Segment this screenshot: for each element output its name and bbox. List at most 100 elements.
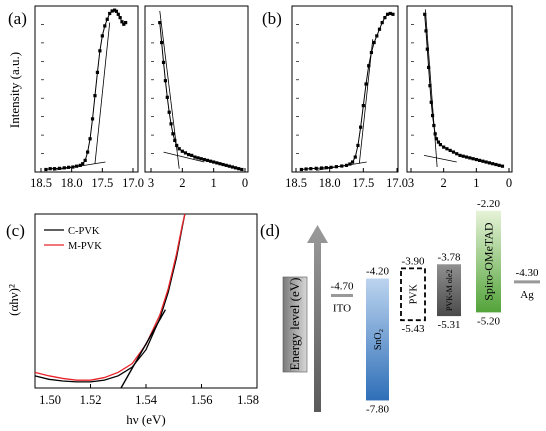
panel-b-right-point xyxy=(438,143,442,147)
panel-a-right-x-tick-label: 0 xyxy=(242,176,248,190)
panel-a-right-point xyxy=(208,159,213,163)
panel-b-left-point xyxy=(299,167,303,172)
panel-b-left-point xyxy=(388,11,392,16)
panel-b-left-point xyxy=(324,166,328,170)
panel-a-left-point xyxy=(114,9,119,13)
panel-a-left-x-tick-label: 18.5 xyxy=(30,176,52,190)
panel-b-right-point xyxy=(424,29,428,33)
panel-a-left-point xyxy=(78,163,82,167)
panel-b-left-point xyxy=(314,166,318,170)
legend-label-m-pvk: M-PVK xyxy=(68,241,102,252)
panel-a-right-point xyxy=(215,161,219,165)
panel-b-right-point xyxy=(461,154,465,158)
panel-a-left-point xyxy=(120,20,124,24)
panel-b-right-point xyxy=(468,156,472,160)
panel-a-right-point xyxy=(173,138,177,143)
energy-arrow xyxy=(307,225,328,412)
level-label-spiro-ometad: Spiro-OMeTAD xyxy=(482,222,496,301)
level-value-ag: -4.30 xyxy=(516,267,539,279)
panel-a-left-point xyxy=(57,166,61,170)
level-bottom-value-sno-: -7.80 xyxy=(366,403,389,415)
panel-b-right-x-tick-label: 3 xyxy=(408,176,414,190)
panel-b-left-point xyxy=(364,82,368,86)
level-label-ag: Ag xyxy=(520,289,534,301)
panel-a-right-point xyxy=(183,151,188,155)
panel-a-right-point xyxy=(160,40,164,45)
panel-b-right-point xyxy=(474,157,478,162)
panel-a-left-point xyxy=(116,12,120,16)
panel-b-right-point xyxy=(500,164,505,168)
panel-a-right-point xyxy=(234,166,238,170)
panel-a-left-fit-line xyxy=(94,22,111,164)
panel-a-right-point xyxy=(167,110,171,114)
panel-a-left-x-tick-label: 18.0 xyxy=(61,176,83,190)
panel-c-x-tick-label: 1.52 xyxy=(80,393,102,407)
panel-b: 18.5 18.0 17.5 17.0 3 2 1 0 xyxy=(285,5,513,190)
panel-c-legend: C-PVK M-PVK xyxy=(44,226,102,252)
panel-b-right-point xyxy=(455,152,459,156)
panel-b-left-point xyxy=(380,21,384,25)
panel-a-y-axis-label: Intensity (a.u.) xyxy=(7,52,22,128)
panel-b-right-x-tick-label: 1 xyxy=(473,176,479,190)
panel-a-right-point xyxy=(221,162,225,167)
panel-a-right-point xyxy=(196,156,200,160)
panel-b-right-point xyxy=(484,160,488,164)
panel-b-left-point xyxy=(329,165,333,169)
panel-label-a: (a) xyxy=(8,9,27,28)
panel-b-left-point xyxy=(383,16,387,20)
panel-b-left-point xyxy=(377,27,382,31)
level-label-ito: ITO xyxy=(333,302,351,314)
panel-a-right-point xyxy=(177,147,181,151)
panel-a-left-point xyxy=(110,9,114,13)
panel-a-left-point xyxy=(90,117,95,121)
panel-b-right-point xyxy=(481,159,485,163)
panel-b-left-fit-line xyxy=(316,161,367,171)
panel-b-right-x-tick-label: 0 xyxy=(506,176,512,190)
panel-b-right-point xyxy=(445,147,449,151)
panel-a-left-point xyxy=(113,8,117,12)
panel-b-left-point xyxy=(353,155,357,159)
panel-b-right-curve xyxy=(424,14,503,167)
panel-a-right-point xyxy=(224,163,228,167)
level-value-ito: -4.70 xyxy=(331,280,354,292)
panel-b-right-point xyxy=(451,150,456,154)
level-top-value-pvk-m-ole2: -3.78 xyxy=(438,251,461,263)
panel-b-right-point xyxy=(433,132,437,136)
panel-b-right-frame xyxy=(406,5,513,173)
panel-a-left-point xyxy=(83,158,87,162)
energy-level-box xyxy=(282,276,308,373)
panel-a-right-point xyxy=(165,95,169,99)
level-bar-pvk-m-ole2 xyxy=(437,264,461,317)
legend-label-c-pvk: C-PVK xyxy=(68,226,100,237)
panel-a-left-fit-line xyxy=(53,161,106,171)
level-bottom-value-pvk-m-ole2: -5.31 xyxy=(438,319,461,331)
panel-c-series-m-pvk xyxy=(34,213,186,381)
panel-b-left-point xyxy=(319,166,324,170)
panel-b-right-point xyxy=(491,162,495,166)
panel-b-right-point xyxy=(494,162,498,167)
panel-a-right-point xyxy=(240,167,244,172)
panel-a-left-point xyxy=(124,21,128,25)
panel-label-c: (c) xyxy=(6,221,25,240)
panel-b-right-point xyxy=(434,137,439,141)
panel-a-left-point xyxy=(74,164,79,168)
panel-a-left-point xyxy=(93,94,97,98)
level-top-value-sno-: -4.20 xyxy=(366,266,389,278)
panel-a-right-point xyxy=(187,152,191,157)
panel-b-right-point xyxy=(423,12,427,16)
panel-b-left-x-tick-label: 17.0 xyxy=(386,176,408,190)
panel-b-right-fit-line xyxy=(423,155,457,163)
panel-label-d: (d) xyxy=(260,221,280,240)
panel-a-left-point xyxy=(95,70,100,74)
panel-a-left-curve xyxy=(45,9,126,171)
panel-a-left-point xyxy=(98,49,102,53)
panel-a-right-point xyxy=(199,157,203,161)
energy-level-label: Energy level (eV) xyxy=(287,278,302,371)
panel-a-left-point xyxy=(52,167,57,171)
panel-b-right-fit-line xyxy=(424,9,438,168)
panel-a-right-point xyxy=(158,21,162,25)
panel-a-right-fit-line xyxy=(159,10,180,169)
panel-b-right-point xyxy=(458,153,462,157)
panel-b-left-point xyxy=(348,162,352,166)
panel-a-right-point xyxy=(227,164,231,168)
